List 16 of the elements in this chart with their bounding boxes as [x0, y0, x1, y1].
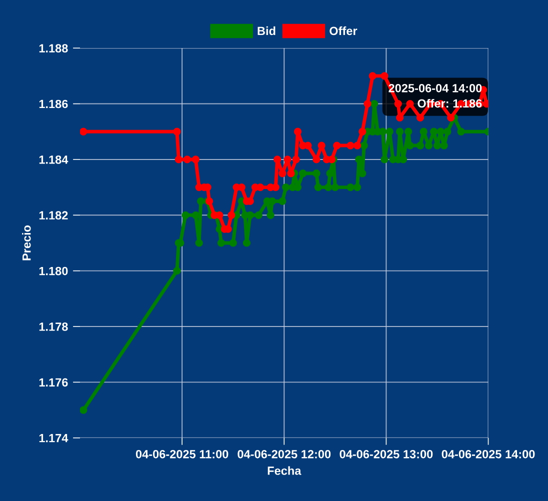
x-tick-label: 04-06-2025 14:00	[442, 450, 535, 458]
legend-label: Bid	[258, 26, 276, 36]
y-tick-label: 1.174	[39, 434, 68, 442]
y-tick-label: 1.178	[39, 322, 68, 331]
y-tick-label: 1.186	[39, 100, 68, 108]
x-tick-label: 04-06-2025 13:00	[340, 450, 433, 458]
y-tick-label: 1.180	[39, 266, 68, 276]
x-axis-title: Fecha	[268, 466, 302, 475]
legend-label: Offer	[330, 26, 358, 36]
x-tick-label: 04-06-2025 12:00	[238, 450, 331, 458]
y-tick-label: 1.184	[39, 155, 68, 164]
y-tick-label: 1.176	[39, 378, 68, 387]
y-tick-label: 1.182	[39, 211, 68, 220]
x-tick-label: 04-06-2025 11:00	[136, 450, 228, 458]
y-axis-title: Precio	[22, 225, 31, 260]
y-tick-label: 1.188	[39, 44, 68, 52]
